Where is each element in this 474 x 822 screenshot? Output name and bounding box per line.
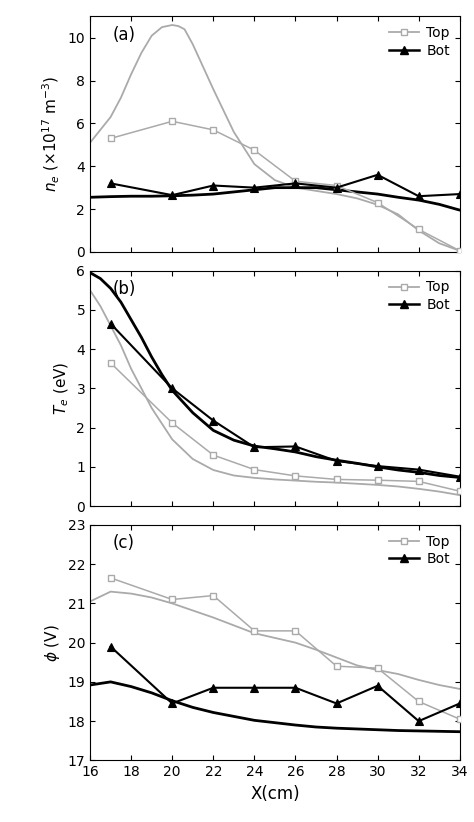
Y-axis label: $T_e$ (eV): $T_e$ (eV) (52, 362, 71, 415)
Y-axis label: $n_e$ ($\times10^{17}$ m$^{-3}$): $n_e$ ($\times10^{17}$ m$^{-3}$) (41, 76, 62, 192)
X-axis label: X(cm): X(cm) (250, 785, 300, 803)
Text: (a): (a) (112, 25, 135, 44)
Legend: Top, Bot: Top, Bot (386, 278, 453, 315)
Y-axis label: $\phi$ (V): $\phi$ (V) (43, 624, 62, 662)
Text: (c): (c) (112, 534, 134, 552)
Legend: Top, Bot: Top, Bot (386, 23, 453, 60)
Legend: Top, Bot: Top, Bot (386, 532, 453, 569)
Text: (b): (b) (112, 280, 136, 298)
